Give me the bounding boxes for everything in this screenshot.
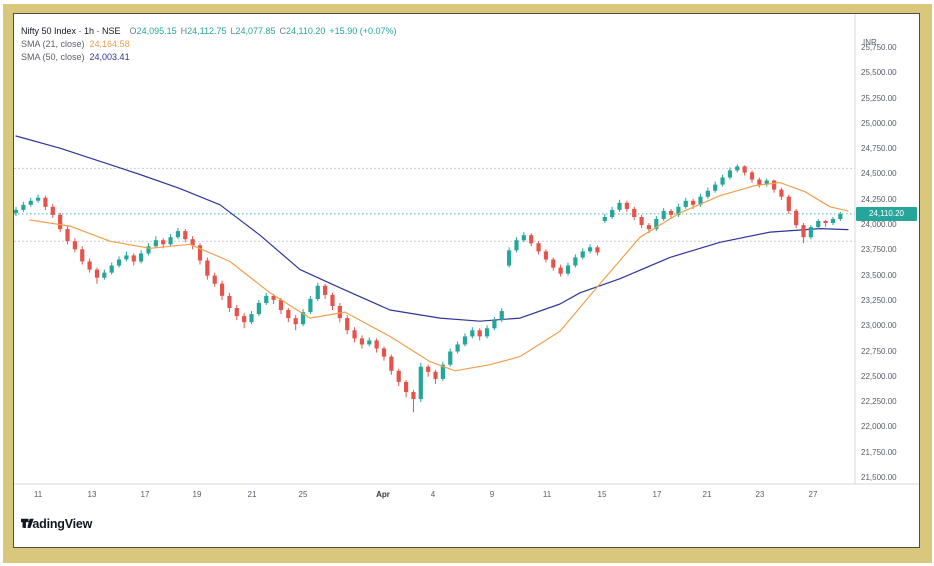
time-tick-label: 17: [140, 490, 150, 499]
time-tick-label: 23: [755, 490, 765, 499]
price-tick-label: 25,750.00: [861, 43, 897, 52]
ohlc-open-label: O: [129, 26, 137, 36]
price-tick-label: 21,500.00: [861, 472, 897, 482]
ohlc-close-value: 24,110.20: [286, 26, 326, 36]
price-tick-label: 23,500.00: [861, 270, 897, 280]
legend-sma50-row[interactable]: SMA (50, close) 24,003.41: [21, 51, 396, 64]
price-tick-label: 24,750.00: [861, 144, 897, 154]
time-tick-label: 11: [542, 490, 552, 499]
time-tick-label: Apr: [376, 490, 390, 499]
sma50-value: 24,003.41: [89, 52, 130, 62]
price-tick-label: 25,250.00: [861, 93, 897, 103]
price-tick-label: 22,250.00: [861, 397, 897, 407]
time-tick-label: 11: [33, 490, 43, 499]
time-tick-label: 27: [808, 490, 818, 499]
price-tick-label: 23,250.00: [861, 295, 897, 305]
sma21-line: [29, 182, 849, 372]
tradingview-logo[interactable]: TradingView: [21, 517, 92, 531]
ohlc-open-value: 24,095.15: [136, 26, 177, 36]
legend-sma21-row[interactable]: SMA (21, close) 24,164.58: [21, 38, 396, 51]
chart-legend: Nifty 50 Index · 1h · NSE O24,095.15 H24,1…: [21, 25, 396, 64]
time-tick-label: 13: [87, 490, 97, 499]
price-tick-label: 23,000.00: [861, 321, 897, 331]
time-tick-label: 4: [430, 490, 436, 499]
price-tick-label: 21,750.00: [861, 447, 897, 457]
last-price-tag: 24,110.20: [856, 206, 917, 221]
currency-label: INR: [863, 38, 877, 47]
time-tick-label: 17: [652, 490, 662, 499]
legend-symbol-row[interactable]: Nifty 50 Index · 1h · NSE O24,095.15 H24,1…: [21, 25, 396, 38]
time-tick-label: 21: [702, 490, 712, 499]
time-tick-label: 25: [298, 490, 308, 499]
sma21-value: 24,164.58: [89, 39, 130, 49]
time-tick-label: 15: [597, 490, 607, 499]
ohlc-low-value: 24,077.85: [235, 26, 276, 36]
candles-layer: [14, 164, 843, 413]
ohlc-high-value: 24,112.75: [187, 26, 227, 36]
price-tick-label: 25,500.00: [861, 68, 897, 78]
ohlc-close-label: C: [279, 26, 287, 36]
ohlc-high-label: H: [180, 26, 188, 36]
candlestick-chart[interactable]: [14, 14, 919, 547]
price-tick-label: 22,500.00: [861, 371, 897, 381]
ohlc-change: +15.90 (+0.07%): [329, 26, 397, 36]
tradingview-logo-text: TradingView: [21, 517, 93, 531]
sma50-line: [15, 135, 849, 322]
sma50-label: SMA (50, close): [21, 52, 85, 62]
price-tick-label: 22,000.00: [861, 422, 897, 432]
time-tick-label: 21: [247, 490, 257, 499]
price-tick-label: 23,750.00: [861, 245, 897, 255]
price-tick-label: 24,250.00: [861, 194, 897, 204]
tradingview-logo-icon: [21, 518, 34, 528]
price-tick-label: 24,500.00: [861, 169, 897, 179]
chart-plot-area: Nifty 50 Index · 1h · NSE O24,095.15 H24,1…: [13, 13, 920, 548]
time-tick-label: 19: [192, 490, 202, 499]
time-tick-label: 9: [489, 490, 495, 499]
ohlc-low-label: L: [230, 26, 236, 36]
symbol-title: Nifty 50 Index · 1h · NSE: [21, 26, 121, 36]
price-tick-label: 25,000.00: [861, 118, 897, 128]
sma21-label: SMA (21, close): [21, 39, 85, 49]
price-tick-label: 24,000.00: [861, 220, 897, 230]
price-tick-label: 22,750.00: [861, 346, 897, 356]
